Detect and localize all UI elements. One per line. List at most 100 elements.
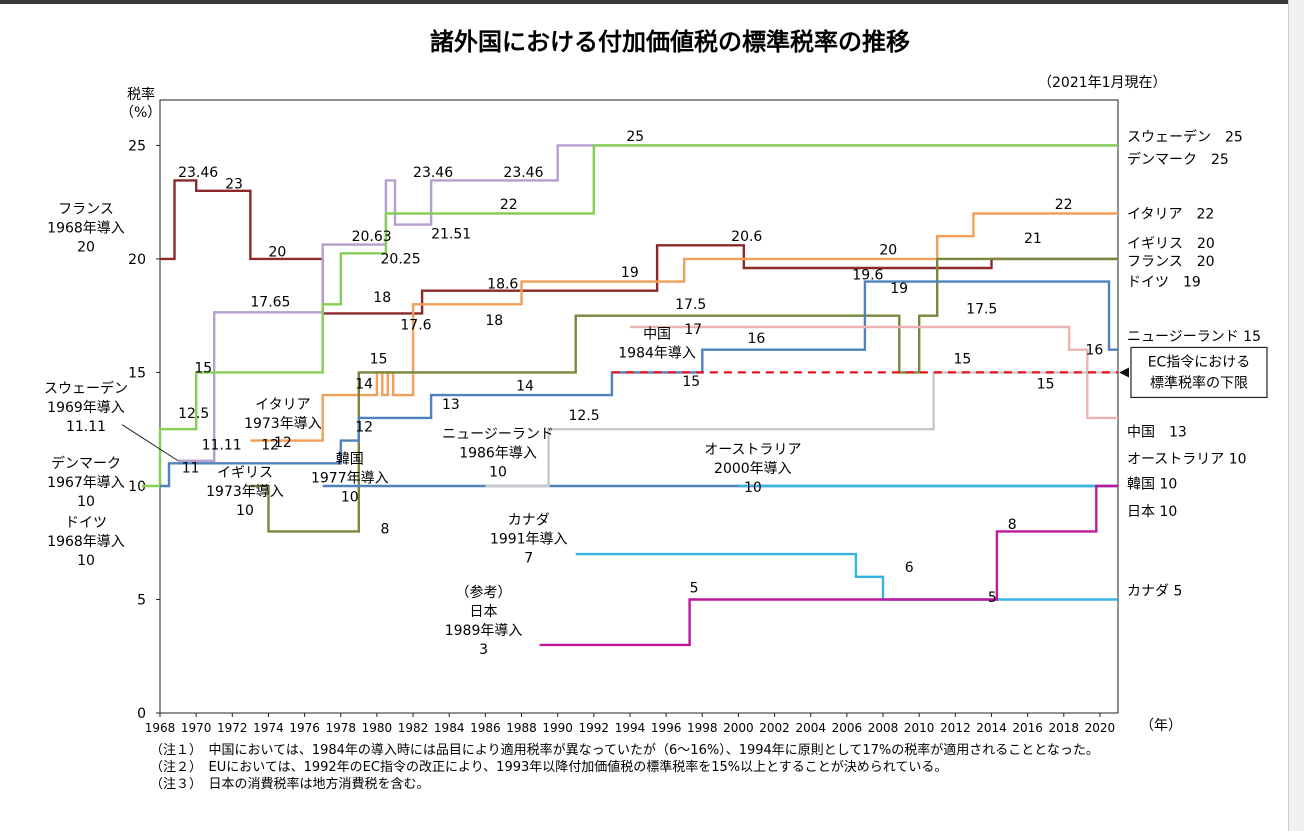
inner-label-line: イタリア (255, 397, 310, 413)
left-label-line: 10 (77, 553, 95, 569)
sweden-connector (121, 424, 179, 462)
x-tick-label: 2018 (1049, 721, 1080, 735)
inner-label-line: 1986年導入 (459, 445, 537, 461)
inner-label-line: 1991年導入 (490, 532, 568, 548)
inner-label-line: 1973年導入 (206, 484, 284, 500)
inner-label-line: 1989年導入 (445, 623, 523, 639)
inner-label-line: 10 (341, 489, 359, 505)
inner-label-line: 1977年導入 (311, 470, 389, 486)
series-lines (141, 144, 1118, 647)
right-label: ドイツ 19 (1127, 275, 1201, 291)
ec-callout-text: EC指令における (1148, 354, 1251, 370)
x-tick-label: 2006 (832, 721, 863, 735)
inner-label-line: 10 (744, 480, 762, 496)
right-label: 韓国 10 (1127, 477, 1177, 493)
right-label: フランス 20 (1127, 254, 1215, 270)
x-tick-label: 1974 (253, 721, 284, 735)
inner-label-line: 10 (236, 503, 254, 519)
y-tick-label: 15 (128, 365, 146, 381)
value-annotation: 12.5 (569, 408, 600, 424)
value-annotation: 6 (905, 560, 914, 576)
series-line-canada (575, 552, 1118, 601)
x-tick-label: 1986 (470, 721, 501, 735)
inner-label-line: 12 (274, 435, 292, 451)
inner-label-line: 3 (479, 642, 488, 658)
left-label-line: 10 (77, 494, 95, 510)
x-tick-label: 2010 (904, 721, 935, 735)
left-label-line: スウェーデン (44, 380, 128, 397)
value-annotation: 17.6 (400, 317, 431, 333)
value-annotation: 15 (370, 351, 388, 367)
window-scrollbar[interactable] (1288, 0, 1304, 831)
x-tick-label: 1988 (506, 721, 537, 735)
ec-callout-text: 標準税率の下限 (1150, 374, 1248, 391)
left-label-line: フランス (58, 202, 114, 218)
x-tick-label: 1992 (579, 721, 610, 735)
value-annotation: 23.46 (178, 165, 218, 181)
value-annotation: 23.46 (503, 165, 543, 181)
x-tick-label: 1976 (289, 721, 320, 735)
value-annotation: 5 (988, 590, 997, 606)
value-annotation: 20 (268, 245, 286, 261)
right-label: デンマーク 25 (1127, 151, 1229, 168)
footnote: （注３） 日本の消費税率は地方消費税を含む。 (150, 776, 430, 792)
left-label-line: 1969年導入 (47, 400, 125, 416)
left-label-line: 1968年導入 (47, 534, 125, 550)
series-line-china (630, 325, 1118, 420)
footnote: （注１） 中国においては、1984年の導入時には品目により適用税率が異なっていた… (150, 742, 1099, 758)
footnotes: （注１） 中国においては、1984年の導入時には品目により適用税率が異なっていた… (150, 742, 1099, 792)
value-annotation: 15 (682, 374, 700, 390)
right-label: 中国 13 (1127, 424, 1187, 440)
inner-label-line: 1984年導入 (618, 345, 696, 361)
footnote: （注２） EUにおいては、1992年のEC指令の改正により、1993年以降付加価… (150, 759, 947, 775)
plot-area (159, 99, 1119, 714)
x-tick-label: 2016 (1012, 721, 1043, 735)
inner-label-line: 1973年導入 (244, 416, 322, 432)
y-axis-label-unit: （%） (120, 105, 161, 121)
right-label: ニュージーランド 15 (1127, 329, 1261, 345)
value-annotation: 20.6 (731, 229, 762, 245)
series-line-nz (485, 371, 1118, 488)
inner-label-line: 2000年導入 (714, 461, 792, 477)
series-line-italy (250, 212, 1118, 442)
value-annotation: 18.6 (487, 276, 518, 292)
value-annotation: 19 (621, 265, 639, 281)
y-tick-label: 0 (137, 706, 146, 722)
x-tick-label: 2000 (723, 721, 754, 735)
x-tick-label: 1982 (398, 721, 429, 735)
series-line-france (160, 179, 1118, 315)
value-annotation: 12 (355, 419, 373, 435)
right-country-labels: スウェーデン 25 デンマーク 25 イタリア 22 イギリス 20 フランス 20 ドイ… (1127, 128, 1261, 599)
series-line-japan (539, 484, 1118, 647)
right-label: イギリス 20 (1127, 236, 1215, 252)
inner-label-line: 10 (489, 464, 507, 480)
chart-title: 諸外国における付加価値税の標準税率の推移 (430, 28, 910, 56)
value-annotation: 12.5 (178, 406, 209, 422)
x-tick-label: 1998 (687, 721, 718, 735)
value-annotation: 15 (954, 351, 972, 367)
value-annotation: 17.65 (250, 295, 290, 311)
left-label-line: ドイツ (65, 515, 107, 531)
right-label: 日本 10 (1127, 504, 1177, 520)
ec-callout-box (1130, 346, 1268, 399)
y-tick-label: 20 (128, 252, 146, 268)
value-annotation: 21.51 (431, 226, 471, 242)
value-annotation: 20 (879, 242, 897, 258)
y-axis-label-rate: 税率 (127, 86, 155, 103)
value-annotation: 20.63 (352, 229, 392, 245)
value-annotation: 14 (355, 376, 373, 392)
right-label: オーストラリア 10 (1127, 452, 1247, 468)
inner-label-line: オーストラリア (704, 442, 801, 458)
value-annotation: 14 (516, 379, 534, 395)
x-tick-label: 1996 (651, 721, 682, 735)
value-annotation: 18 (373, 290, 391, 306)
inner-label-line: カナダ (508, 513, 550, 529)
inner-label-line: ニュージーランド (442, 426, 554, 442)
value-annotation: 12 (261, 438, 279, 454)
x-tick-label: 1970 (181, 721, 212, 735)
value-annotation: 22 (500, 197, 518, 213)
value-annotation: 18 (485, 313, 503, 329)
value-annotation: 16 (1085, 342, 1103, 358)
value-annotation: 15 (194, 360, 212, 376)
